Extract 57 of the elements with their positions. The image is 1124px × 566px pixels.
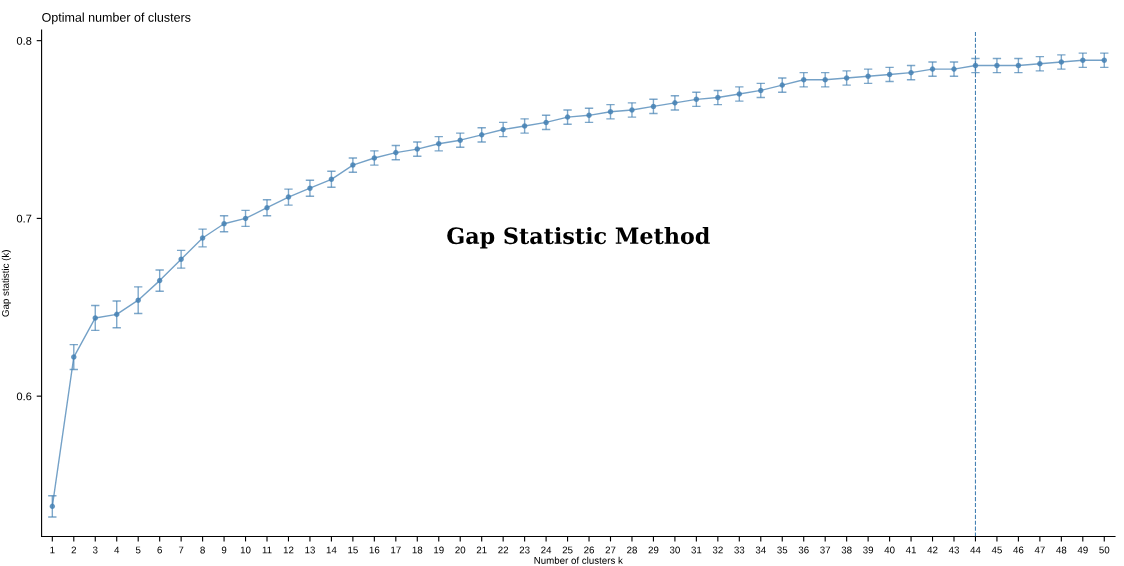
x-tick-label: 35	[777, 546, 788, 554]
x-tick-label: 30	[669, 546, 680, 554]
x-tick-label: 8	[200, 546, 205, 554]
x-tick-label: 36	[798, 546, 809, 554]
y-tick-label: 0.6	[16, 392, 32, 401]
x-tick-label: 20	[455, 546, 466, 554]
x-tick-label: 42	[927, 546, 938, 554]
x-tick-label: 46	[1013, 546, 1024, 554]
x-tick-label: 3	[92, 546, 98, 554]
x-tick-label: 37	[820, 546, 831, 554]
x-tick-label: 22	[498, 546, 509, 554]
x-tick-label: 47	[1034, 546, 1045, 554]
chart-title: Optimal number of clusters	[42, 12, 191, 25]
x-tick-label: 49	[1077, 546, 1088, 554]
x-tick-label: 7	[178, 546, 184, 554]
x-tick-label: 18	[412, 546, 423, 554]
annotation: Gap Statistic Method	[447, 226, 710, 249]
x-tick-label: 4	[114, 546, 120, 554]
x-axis-title: Number of clusters k	[534, 556, 623, 564]
x-tick-label: 45	[991, 546, 1002, 554]
x-tick-label: 25	[562, 546, 573, 554]
x-tick-label: 50	[1099, 546, 1110, 554]
x-tick-label: 16	[369, 546, 380, 554]
x-tick-label: 27	[605, 546, 616, 554]
x-tick-label: 33	[734, 546, 745, 554]
x-tick-label: 48	[1056, 546, 1067, 554]
y-tick-label: 0.7	[16, 214, 32, 223]
x-tick-label: 19	[434, 546, 444, 554]
x-tick-label: 38	[841, 546, 852, 554]
x-tick-label: 31	[691, 546, 702, 554]
x-tick-label: 15	[348, 546, 358, 554]
x-tick-label: 10	[240, 546, 251, 554]
x-tick-label: 11	[262, 546, 272, 554]
x-tick-label: 23	[519, 546, 530, 554]
x-tick-label: 24	[541, 546, 552, 554]
x-tick-label: 39	[863, 546, 874, 554]
x-tick-label: 13	[305, 546, 315, 554]
x-tick-label: 6	[157, 546, 162, 554]
x-tick-label: 21	[476, 546, 487, 554]
x-tick-label: 32	[712, 546, 723, 554]
x-tick-label: 43	[948, 546, 959, 554]
x-tick-label: 34	[755, 546, 766, 554]
x-tick-label: 9	[221, 546, 227, 554]
x-tick-label: 44	[970, 546, 981, 554]
x-tick-label: 26	[584, 546, 595, 554]
x-tick-label: 12	[283, 546, 294, 554]
x-tick-label: 1	[50, 546, 55, 554]
x-tick-label: 41	[905, 546, 916, 554]
x-tick-label: 5	[135, 546, 141, 554]
x-tick-label: 28	[627, 546, 637, 554]
x-tick-label: 29	[648, 546, 659, 554]
x-tick-label: 2	[71, 546, 77, 554]
x-tick-label: 17	[391, 546, 401, 554]
x-tick-label: 40	[884, 546, 895, 554]
x-tick-label: 14	[326, 546, 337, 554]
y-axis-title: Gap statistic (k)	[1, 250, 11, 317]
y-tick-label: 0.8	[16, 36, 32, 45]
